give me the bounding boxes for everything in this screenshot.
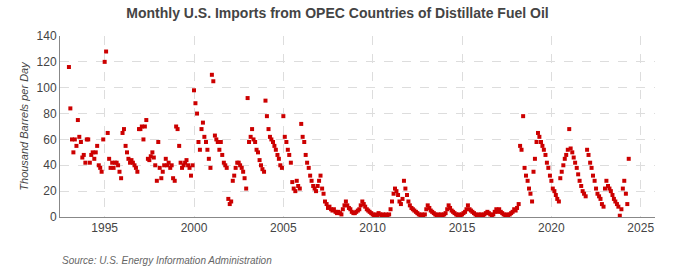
svg-text:Source: U.S. Energy Informatio: Source: U.S. Energy Information Administ… xyxy=(62,255,272,266)
svg-text:2010: 2010 xyxy=(359,221,386,235)
svg-text:100: 100 xyxy=(37,81,57,95)
svg-text:2020: 2020 xyxy=(538,221,565,235)
svg-text:60: 60 xyxy=(43,133,57,147)
svg-text:2000: 2000 xyxy=(181,221,208,235)
svg-text:20: 20 xyxy=(43,184,57,198)
svg-text:140: 140 xyxy=(37,29,57,43)
svg-text:2025: 2025 xyxy=(627,221,654,235)
svg-text:2015: 2015 xyxy=(449,221,476,235)
svg-text:2005: 2005 xyxy=(270,221,297,235)
svg-text:80: 80 xyxy=(43,107,57,121)
svg-text:0: 0 xyxy=(50,210,57,224)
svg-text:120: 120 xyxy=(37,55,57,69)
svg-text:1995: 1995 xyxy=(91,221,118,235)
svg-text:40: 40 xyxy=(43,158,57,172)
svg-text:Monthly U.S. Imports from OPEC: Monthly U.S. Imports from OPEC Countries… xyxy=(126,5,548,21)
svg-text:Thousand Barrels per Day: Thousand Barrels per Day xyxy=(18,61,30,191)
